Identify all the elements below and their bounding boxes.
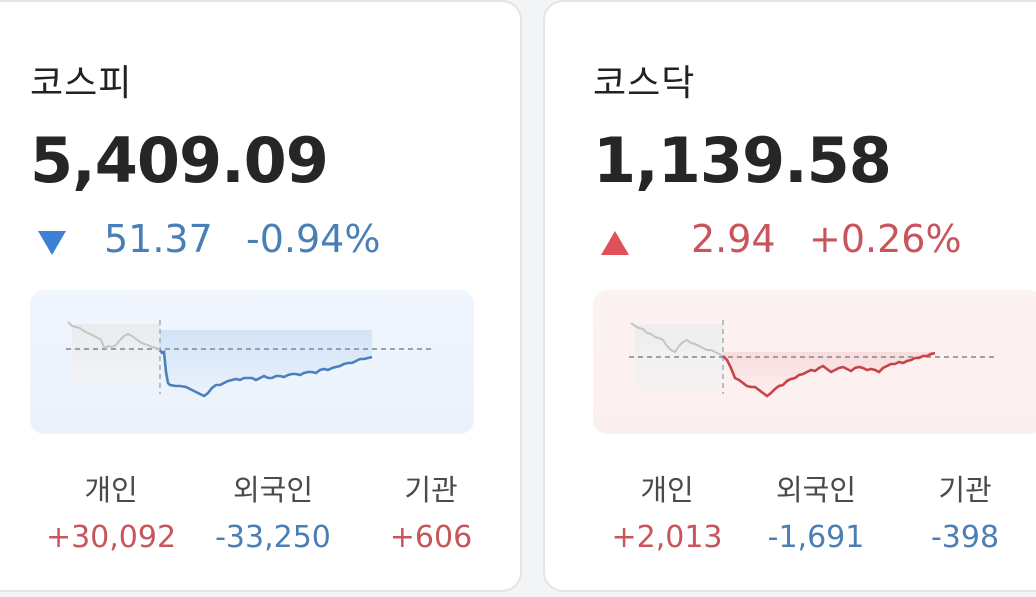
change-percent: +0.26% (809, 217, 962, 261)
index-value: 5,409.09 (30, 124, 329, 197)
investor-summary: 개인 +2,013 외국인 -1,691 기관 -398 (583, 470, 1036, 560)
change-points: 2.94 (691, 217, 776, 261)
prior-session-area (635, 324, 723, 392)
investor-value: +2,013 (611, 520, 723, 555)
investor-value: -33,250 (215, 520, 331, 555)
investor-label: 외국인 (232, 473, 314, 507)
investor-label: 기관 (404, 473, 458, 507)
up-triangle-icon (601, 231, 629, 255)
investor-value: -398 (930, 520, 1000, 555)
investor-foreign: 외국인 -1,691 (751, 470, 881, 560)
investor-individual: 개인 +30,092 (22, 470, 200, 560)
change-points: 51.37 (104, 217, 213, 261)
price-line (722, 351, 936, 398)
intraday-chart-svg (66, 320, 434, 398)
change-percent: -0.94% (246, 217, 381, 261)
investor-individual: 개인 +2,013 (583, 470, 751, 560)
price-area (160, 330, 372, 396)
investor-value: +30,092 (45, 520, 177, 555)
prior-session-line (630, 322, 724, 357)
investor-summary: 개인 +30,092 외국인 -33,250 기관 +606 (22, 470, 516, 560)
price-line (158, 349, 373, 398)
investor-label: 외국인 (775, 473, 857, 507)
intraday-chart-svg (629, 320, 997, 398)
investor-foreign: 외국인 -33,250 (200, 470, 346, 560)
prior-session-line (67, 321, 161, 351)
index-name: 코스닥 (593, 63, 696, 104)
kospi-card[interactable]: 코스피 5,409.09 51.37 -0.94% (0, 0, 522, 592)
intraday-chart[interactable] (30, 290, 474, 434)
price-area (723, 352, 935, 396)
investor-institution: 기관 +606 (346, 470, 516, 560)
investor-label: 개인 (640, 473, 694, 507)
down-triangle-icon (38, 231, 66, 255)
investor-label: 개인 (84, 473, 138, 507)
index-name: 코스피 (30, 63, 133, 104)
investor-institution: 기관 -398 (881, 470, 1036, 560)
prior-session-area (72, 324, 160, 382)
investor-label: 기관 (938, 473, 992, 507)
intraday-chart[interactable] (593, 290, 1036, 434)
index-value: 1,139.58 (593, 124, 892, 197)
kosdaq-card[interactable]: 코스닥 1,139.58 2.94 +0.26% (543, 0, 1036, 592)
investor-value: -1,691 (767, 520, 865, 555)
investor-value: +606 (389, 520, 473, 555)
